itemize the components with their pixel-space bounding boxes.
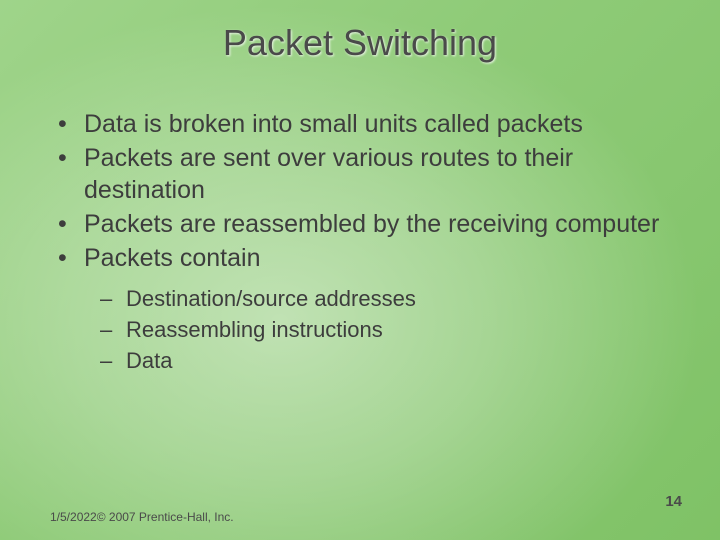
footer-date: 1/5/2022: [50, 510, 97, 524]
bullet-item: Data is broken into small units called p…: [52, 108, 680, 140]
footer: 1/5/2022© 2007 Prentice-Hall, Inc.: [50, 510, 234, 524]
sub-bullet-item: Destination/source addresses: [98, 284, 680, 313]
sub-bullet-item: Reassembling instructions: [98, 315, 680, 344]
bullet-list: Data is broken into small units called p…: [52, 108, 680, 375]
slide-title: Packet Switching: [0, 0, 720, 64]
slide: Packet Switching Data is broken into sma…: [0, 0, 720, 540]
sub-bullet-item: Data: [98, 346, 680, 375]
bullet-item-text: Packets contain: [84, 244, 261, 272]
bullet-item: Packets contain Destination/source addre…: [52, 242, 680, 375]
bullet-item: Packets are reassembled by the receiving…: [52, 208, 680, 240]
page-number: 14: [665, 493, 682, 510]
slide-body: Data is broken into small units called p…: [52, 108, 680, 377]
footer-copyright: © 2007 Prentice-Hall, Inc.: [97, 510, 234, 524]
bullet-item: Packets are sent over various routes to …: [52, 142, 680, 206]
sub-bullet-list: Destination/source addresses Reassemblin…: [98, 284, 680, 375]
